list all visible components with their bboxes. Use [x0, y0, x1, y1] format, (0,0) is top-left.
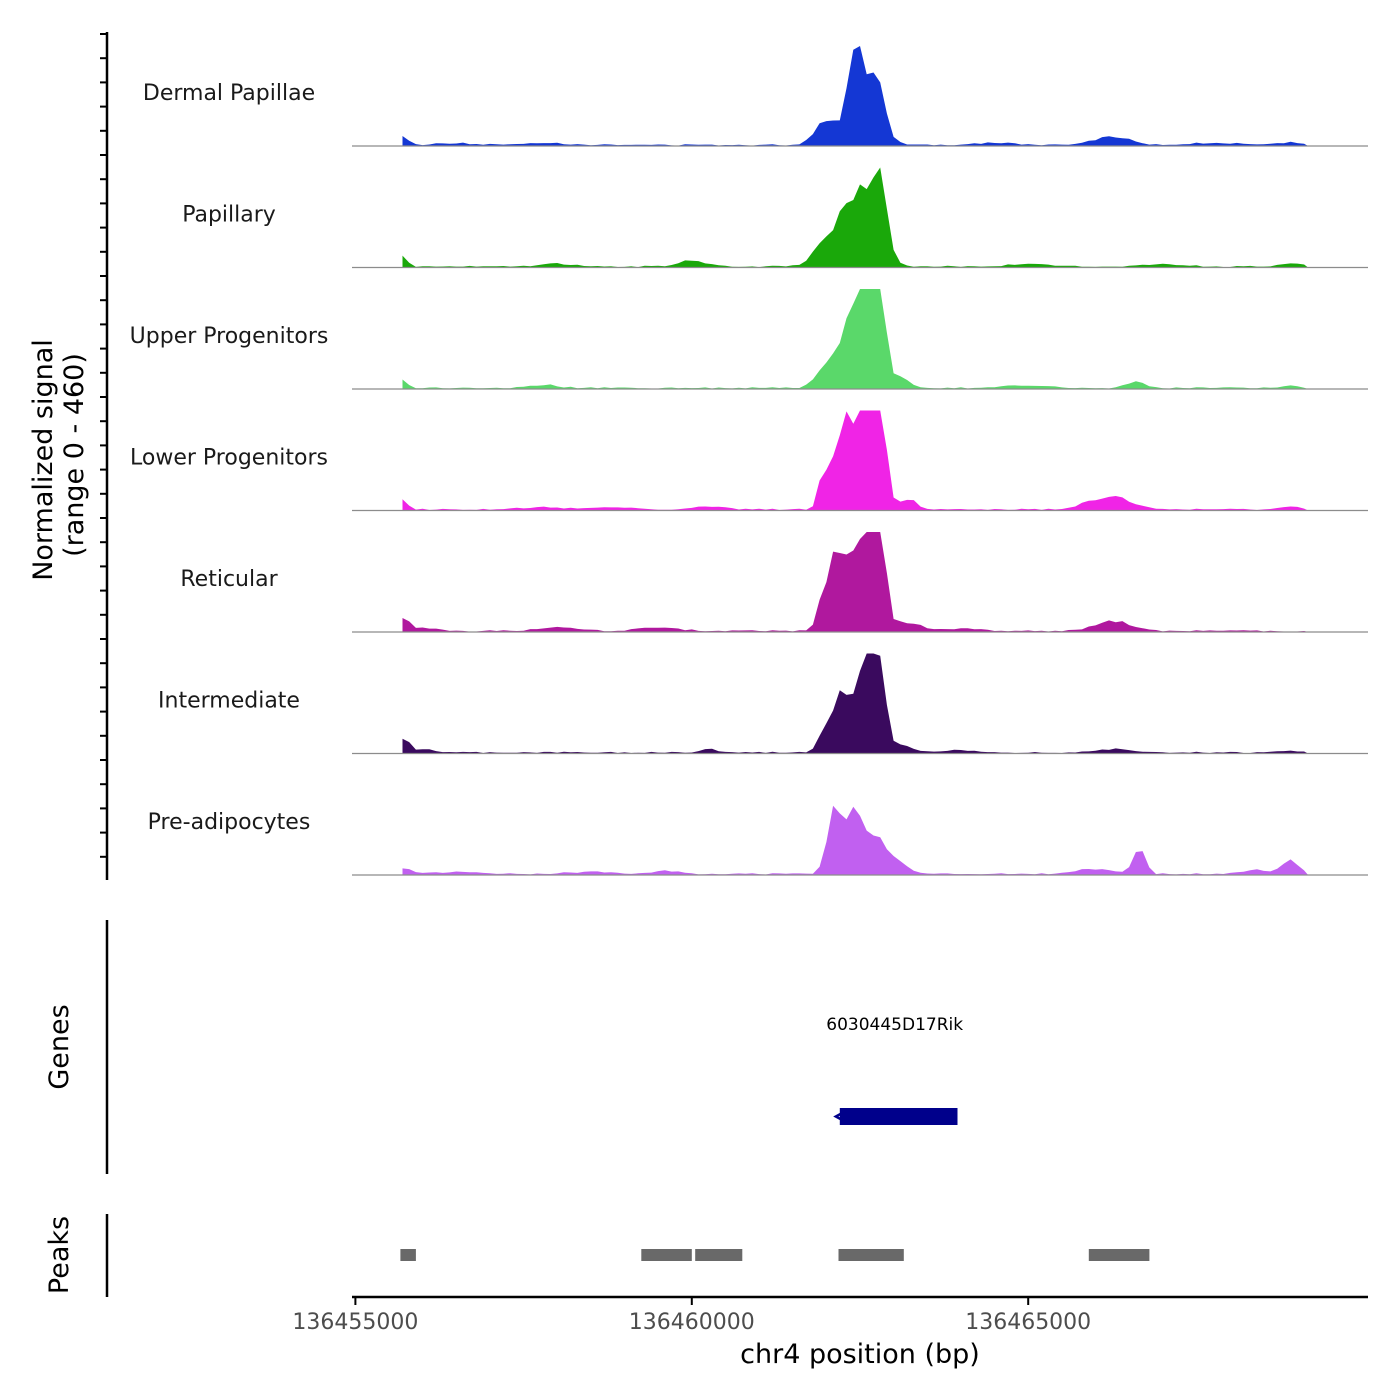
track-label: Reticular — [180, 567, 278, 592]
signal-y-axis-subtitle: (range 0 - 460) — [59, 353, 90, 557]
signal-panel: Dermal Papillae Papillary Upper Progenitor… — [28, 32, 1368, 880]
signal-y-axis-title: Normalized signal — [28, 339, 59, 581]
x-tick-label: 136455000 — [292, 1310, 418, 1335]
gene-models: 6030445D17Rik — [826, 1015, 963, 1125]
track-label: Pre-adipocytes — [148, 810, 311, 835]
signal-area — [402, 289, 1309, 389]
gene-label: 6030445D17Rik — [826, 1015, 963, 1035]
track-dermal-papillae: Dermal Papillae — [143, 46, 1368, 147]
track-upper-progenitors: Upper Progenitors — [130, 289, 1368, 390]
peak-regions — [400, 1249, 1150, 1261]
track-label: Dermal Papillae — [143, 81, 315, 106]
peak-region — [400, 1249, 416, 1261]
strand-arrow-icon — [833, 1108, 849, 1125]
genes-axis-title: Genes — [44, 1004, 75, 1089]
signal-area — [402, 532, 1309, 632]
peak-region — [641, 1249, 692, 1261]
track-intermediate: Intermediate — [158, 653, 1368, 755]
track-label: Lower Progenitors — [130, 446, 328, 471]
peaks-axis-title: Peaks — [44, 1216, 75, 1294]
peak-region — [838, 1249, 904, 1261]
genes-panel: Genes 6030445D17Rik — [44, 920, 963, 1174]
track-label: Papillary — [182, 203, 276, 228]
track-lower-progenitors: Lower Progenitors — [130, 410, 1368, 512]
gene-6030445d17rik: 6030445D17Rik — [826, 1015, 963, 1125]
peak-region — [695, 1249, 743, 1261]
track-label: Upper Progenitors — [130, 324, 329, 349]
signal-area — [402, 805, 1309, 875]
track-reticular: Reticular — [180, 532, 1368, 633]
track-papillary: Papillary — [182, 167, 1368, 269]
signal-tracks: Dermal Papillae Papillary Upper Progenitor… — [130, 46, 1368, 876]
signal-area — [402, 46, 1309, 146]
signal-area — [402, 653, 1309, 754]
signal-y-ticks — [100, 33, 107, 858]
gene-body — [839, 1108, 958, 1125]
x-axis-ticks: 136455000 136460000 136465000 — [292, 1297, 1091, 1335]
signal-area — [402, 410, 1309, 511]
x-axis: 136455000 136460000 136465000 chr4 positio… — [292, 1295, 1368, 1370]
signal-area — [402, 167, 1309, 268]
x-tick-label: 136465000 — [965, 1310, 1091, 1335]
track-label: Intermediate — [158, 689, 300, 714]
x-axis-title: chr4 position (bp) — [740, 1339, 980, 1370]
x-tick-label: 136460000 — [629, 1310, 755, 1335]
track-pre-adipocytes: Pre-adipocytes — [148, 805, 1368, 876]
peaks-panel: Peaks — [44, 1214, 1150, 1297]
peak-region — [1088, 1249, 1150, 1261]
